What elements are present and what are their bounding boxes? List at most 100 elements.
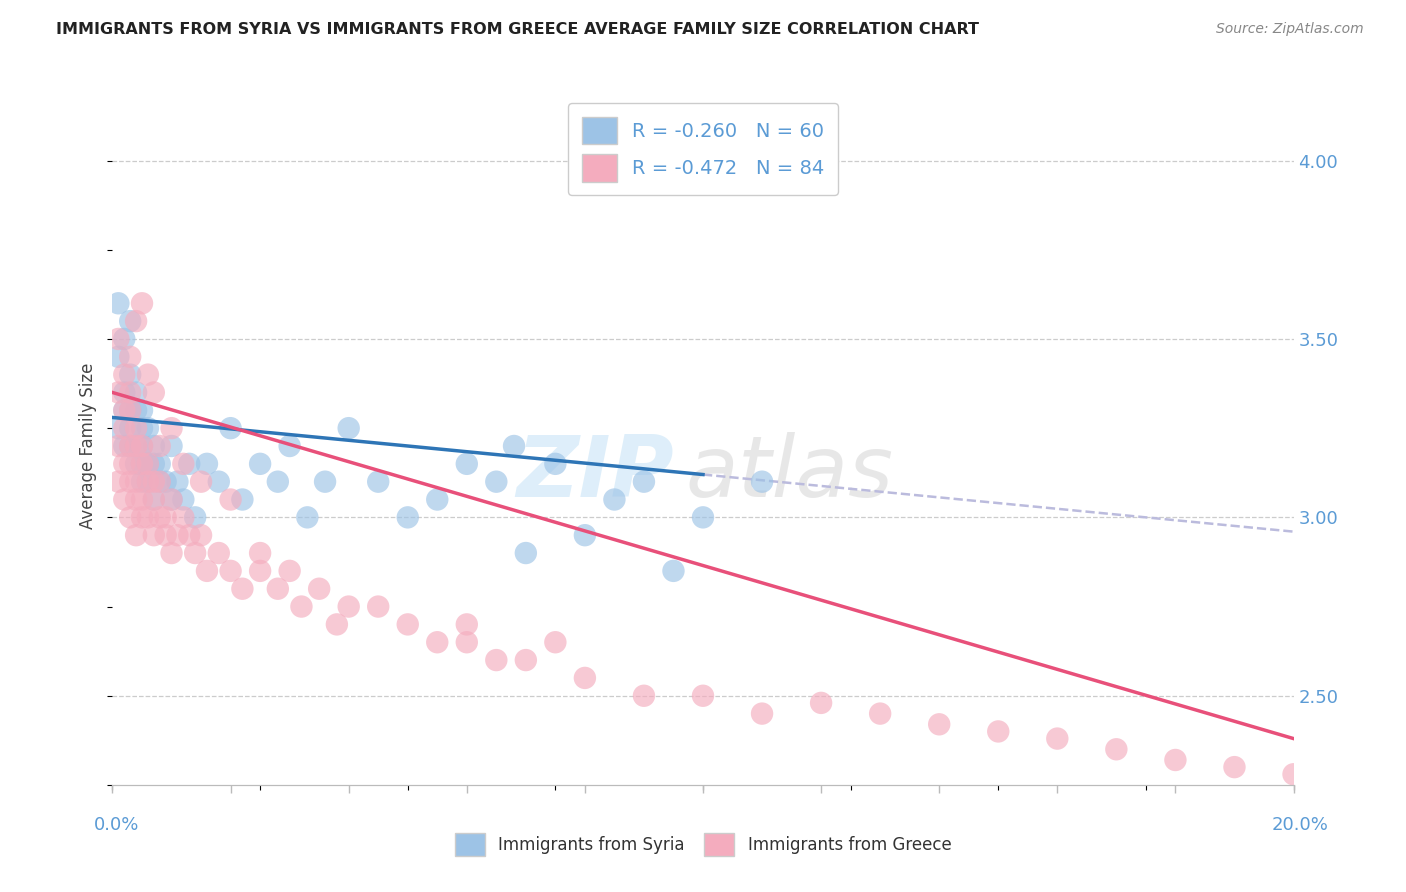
- Point: [544, 635, 567, 649]
- Point: [456, 617, 478, 632]
- Text: Source: ZipAtlas.com: Source: ZipAtlas.com: [1216, 22, 1364, 37]
- Point: [131, 439, 153, 453]
- Point: [396, 617, 419, 632]
- Point: [297, 510, 319, 524]
- Text: 0.0%: 0.0%: [94, 816, 139, 834]
- Point: [367, 475, 389, 489]
- Point: [396, 510, 419, 524]
- Point: [195, 564, 218, 578]
- Point: [107, 385, 129, 400]
- Point: [1105, 742, 1128, 756]
- Point: [120, 314, 142, 328]
- Point: [125, 314, 148, 328]
- Point: [125, 421, 148, 435]
- Point: [107, 421, 129, 435]
- Point: [142, 492, 165, 507]
- Point: [172, 510, 194, 524]
- Point: [314, 475, 336, 489]
- Point: [112, 385, 135, 400]
- Point: [1282, 767, 1305, 781]
- Point: [544, 457, 567, 471]
- Legend: Immigrants from Syria, Immigrants from Greece: Immigrants from Syria, Immigrants from G…: [446, 824, 960, 864]
- Point: [112, 439, 135, 453]
- Point: [131, 492, 153, 507]
- Point: [136, 475, 159, 489]
- Point: [337, 421, 360, 435]
- Point: [131, 421, 153, 435]
- Point: [166, 528, 188, 542]
- Point: [125, 457, 148, 471]
- Point: [219, 564, 242, 578]
- Point: [367, 599, 389, 614]
- Point: [928, 717, 950, 731]
- Point: [869, 706, 891, 721]
- Point: [633, 475, 655, 489]
- Point: [120, 385, 142, 400]
- Point: [219, 421, 242, 435]
- Point: [120, 403, 142, 417]
- Point: [326, 617, 349, 632]
- Point: [160, 546, 183, 560]
- Point: [172, 492, 194, 507]
- Point: [751, 475, 773, 489]
- Y-axis label: Average Family Size: Average Family Size: [79, 363, 97, 529]
- Point: [149, 475, 172, 489]
- Point: [308, 582, 330, 596]
- Point: [125, 403, 148, 417]
- Point: [987, 724, 1010, 739]
- Text: ZIP: ZIP: [516, 432, 673, 515]
- Point: [112, 457, 135, 471]
- Point: [426, 492, 449, 507]
- Point: [131, 457, 153, 471]
- Point: [107, 350, 129, 364]
- Point: [160, 421, 183, 435]
- Point: [278, 439, 301, 453]
- Point: [267, 475, 290, 489]
- Point: [107, 296, 129, 310]
- Point: [692, 510, 714, 524]
- Point: [136, 421, 159, 435]
- Point: [125, 439, 148, 453]
- Point: [208, 475, 231, 489]
- Point: [120, 350, 142, 364]
- Point: [179, 457, 201, 471]
- Point: [456, 457, 478, 471]
- Point: [149, 439, 172, 453]
- Point: [112, 403, 135, 417]
- Point: [485, 475, 508, 489]
- Point: [290, 599, 312, 614]
- Point: [112, 368, 135, 382]
- Point: [190, 475, 212, 489]
- Point: [142, 385, 165, 400]
- Point: [142, 492, 165, 507]
- Point: [249, 457, 271, 471]
- Point: [662, 564, 685, 578]
- Point: [155, 528, 177, 542]
- Point: [219, 492, 242, 507]
- Point: [190, 528, 212, 542]
- Point: [120, 368, 142, 382]
- Point: [120, 475, 142, 489]
- Point: [149, 475, 172, 489]
- Point: [426, 635, 449, 649]
- Point: [172, 457, 194, 471]
- Point: [112, 403, 135, 417]
- Point: [131, 439, 153, 453]
- Point: [125, 475, 148, 489]
- Point: [166, 475, 188, 489]
- Point: [574, 528, 596, 542]
- Point: [136, 368, 159, 382]
- Point: [184, 546, 207, 560]
- Point: [1164, 753, 1187, 767]
- Point: [810, 696, 832, 710]
- Point: [160, 492, 183, 507]
- Point: [184, 510, 207, 524]
- Point: [231, 492, 253, 507]
- Point: [208, 546, 231, 560]
- Point: [179, 528, 201, 542]
- Point: [120, 421, 142, 435]
- Point: [160, 492, 183, 507]
- Point: [267, 582, 290, 596]
- Text: 20.0%: 20.0%: [1272, 816, 1329, 834]
- Point: [149, 457, 172, 471]
